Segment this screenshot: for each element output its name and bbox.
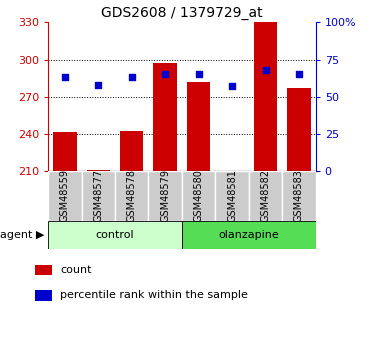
Point	[162, 71, 168, 77]
Point	[263, 67, 269, 73]
Bar	[82, 171, 115, 221]
Bar	[249, 171, 282, 221]
Text: count: count	[60, 265, 92, 275]
Text: GSM48580: GSM48580	[194, 169, 204, 222]
Bar	[215, 171, 249, 221]
Point	[62, 75, 68, 80]
Bar	[87, 169, 110, 171]
Text: percentile rank within the sample: percentile rank within the sample	[60, 290, 248, 300]
Bar	[53, 132, 77, 171]
Text: GSM48579: GSM48579	[160, 169, 170, 222]
Text: GSM48582: GSM48582	[261, 169, 271, 222]
Bar	[182, 171, 215, 221]
Bar	[48, 171, 82, 221]
Bar	[182, 221, 316, 249]
Text: GSM48577: GSM48577	[93, 169, 103, 222]
Bar	[254, 22, 277, 171]
Bar	[120, 131, 144, 171]
Text: GSM48578: GSM48578	[127, 169, 137, 222]
Text: olanzapine: olanzapine	[218, 230, 279, 240]
Bar	[115, 171, 149, 221]
Title: GDS2608 / 1379729_at: GDS2608 / 1379729_at	[101, 6, 263, 20]
Point	[196, 71, 202, 77]
Point	[296, 71, 302, 77]
Bar	[154, 63, 177, 171]
Point	[229, 83, 235, 89]
Text: agent ▶: agent ▶	[0, 230, 44, 240]
Bar	[149, 171, 182, 221]
Bar	[35, 290, 52, 300]
Bar	[287, 88, 311, 171]
Bar	[187, 82, 210, 171]
Text: GSM48581: GSM48581	[227, 169, 237, 222]
Bar	[35, 265, 52, 275]
Point	[129, 75, 135, 80]
Point	[95, 82, 101, 88]
Bar	[282, 171, 316, 221]
Text: GSM48559: GSM48559	[60, 169, 70, 222]
Bar	[48, 221, 182, 249]
Text: GSM48583: GSM48583	[294, 169, 304, 222]
Text: control: control	[96, 230, 134, 240]
